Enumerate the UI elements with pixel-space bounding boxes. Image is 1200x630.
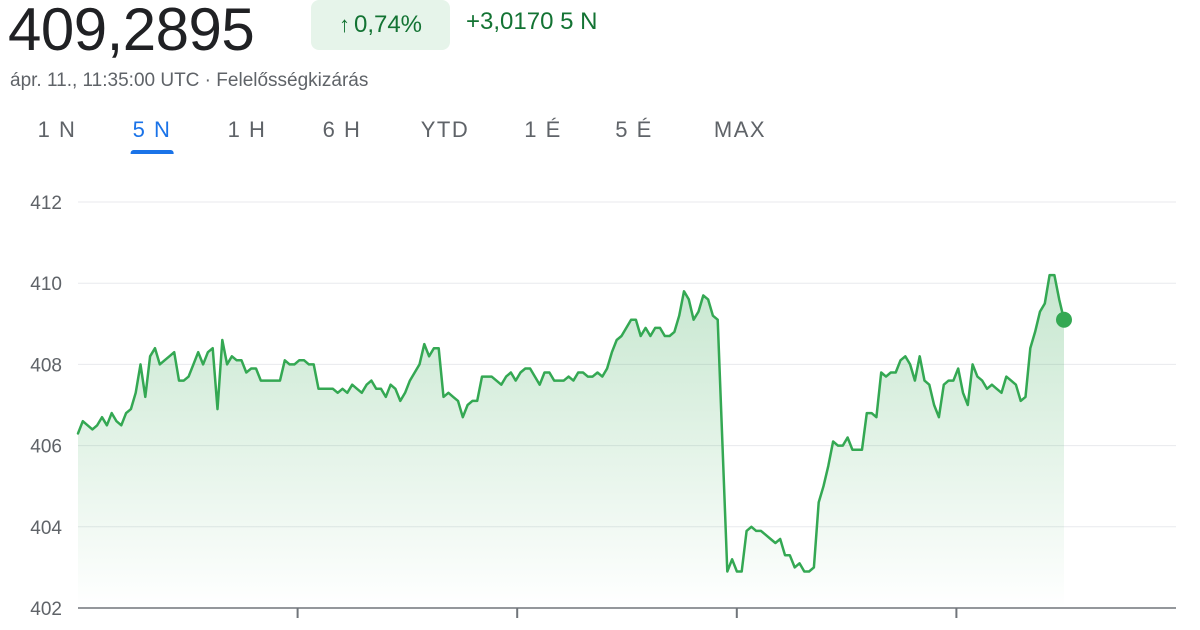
series-line [76,273,1066,573]
tab-1-month[interactable]: 1 H [227,117,267,142]
current-price: 409,2895 [8,0,255,63]
y-tick-label-412: 412 [30,193,62,214]
tab-ytd[interactable]: YTD [420,117,470,142]
series-area [78,275,1064,608]
change-percent: 0,74% [353,11,423,38]
y-tick-label-408: 408 [30,355,62,376]
tab-max[interactable]: MAX [713,117,767,142]
disclaimer-link[interactable]: Felelősségkizárás [216,70,369,91]
quote-meta: ápr. 11., 11:35:00 UTC · Felelősségkizár… [10,68,368,94]
current-price-marker [1056,311,1072,328]
change-absolute: +3,0170 5 N [466,4,597,40]
tab-5-days[interactable]: 5 N [130,110,174,154]
arrow-up-icon: ↑ [338,12,350,37]
y-tick-label-406: 406 [30,437,62,458]
chart-series [76,273,1072,608]
change-period: 5 N [560,8,598,35]
y-tick-label-404: 404 [30,518,62,539]
timestamp: ápr. 11., 11:35:00 UTC [10,70,200,91]
tab-1-year[interactable]: 1 É [524,117,562,142]
range-tabs: 1 N 5 N 1 H 6 H YTD 1 É 5 É MAX [0,110,820,154]
meta-separator: · [199,70,217,91]
price-chart[interactable]: 402 404 406 408 410 412 [0,160,1200,630]
tab-1-day[interactable]: 1 N [37,117,77,142]
y-tick-label-410: 410 [30,274,62,295]
change-percent-badge: ↑ 0,74% [311,0,450,50]
tab-6-months[interactable]: 6 H [322,117,362,142]
y-axis-labels: 402 404 406 408 410 412 [30,193,62,620]
y-tick-label-402: 402 [30,599,62,620]
x-axis [78,607,1176,618]
tab-5-years[interactable]: 5 É [615,117,653,142]
change-absolute-value: +3,0170 [466,8,554,35]
